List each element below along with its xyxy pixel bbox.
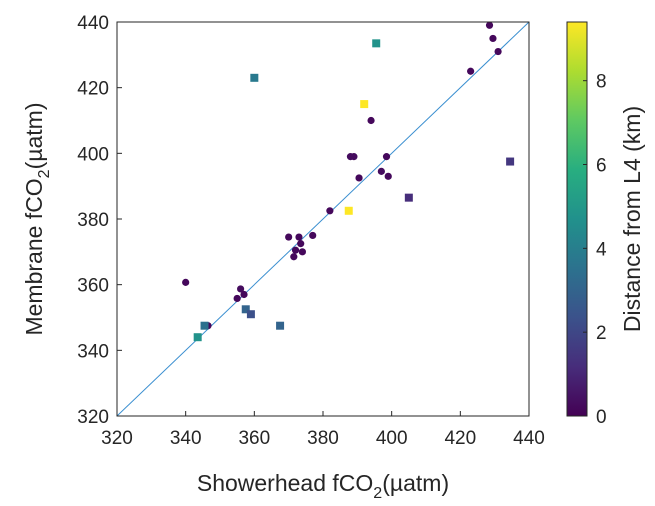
data-point-square: [200, 321, 209, 330]
y-tick-label: 420: [77, 79, 109, 100]
colorbar-tick-label: 2: [596, 323, 607, 344]
data-point-square: [360, 100, 369, 109]
data-point-square: [193, 333, 202, 342]
data-point-circle: [377, 167, 385, 175]
y-axis-label: Membrane fCO2(µatm): [21, 102, 53, 335]
colorbar-tick-label: 8: [596, 72, 607, 93]
data-point-square: [246, 310, 255, 319]
data-points: [182, 21, 515, 342]
data-point-circle: [494, 47, 502, 56]
colorbar: [566, 21, 588, 417]
y-tick-label: 380: [77, 210, 109, 231]
y-tick-label: 400: [77, 144, 109, 165]
x-tick-label: 420: [444, 428, 476, 449]
x-axis: 320 340 360 380 400 420 440: [101, 411, 545, 449]
y-tick-label: 340: [77, 341, 109, 362]
data-point-square: [250, 73, 259, 82]
y-tick-label: 360: [77, 276, 109, 297]
x-tick-label: 440: [513, 428, 545, 449]
colorbar-ticks: 0 2 4 6 8: [583, 72, 607, 428]
data-point-square: [344, 206, 353, 215]
x-tick-label: 400: [376, 428, 408, 449]
colorbar-tick-label: 6: [596, 156, 607, 177]
data-point-circle: [290, 253, 298, 261]
x-tick-label: 320: [101, 428, 133, 449]
y-tick-label: 320: [77, 407, 109, 428]
x-tick-label: 360: [238, 428, 270, 449]
data-point-circle: [355, 174, 363, 182]
data-point-circle: [367, 116, 375, 125]
data-point-circle: [326, 207, 334, 215]
data-point-square: [372, 39, 381, 48]
one-to-one-line: [116, 21, 530, 417]
data-point-circle: [382, 153, 391, 161]
data-point-circle: [485, 21, 494, 29]
x-tick-label: 340: [170, 428, 202, 449]
data-point-circle: [489, 34, 497, 43]
data-point-circle: [233, 294, 241, 303]
colorbar-label: Distance from L4 (km): [619, 106, 645, 332]
x-tick-label: 380: [307, 428, 339, 449]
data-point-square: [276, 321, 285, 330]
data-point-square: [404, 193, 413, 202]
data-point-square: [241, 305, 250, 314]
colorbar-tick-label: 0: [596, 407, 607, 428]
data-point-square: [506, 157, 515, 166]
data-point-circle: [467, 67, 475, 75]
data-point-circle: [350, 153, 358, 161]
data-point-circle: [295, 233, 303, 241]
y-axis: 320 340 360 380 400 420 440: [77, 13, 122, 428]
data-point-circle: [298, 248, 306, 256]
data-point-circle: [291, 246, 300, 254]
data-point-circle: [182, 278, 190, 286]
data-point-circle: [237, 285, 245, 293]
x-axis-label: Showerhead fCO2(µatm): [197, 470, 449, 502]
y-tick-label: 440: [77, 13, 109, 34]
data-point-circle: [309, 231, 317, 240]
data-point-circle: [285, 233, 293, 241]
data-point-circle: [240, 290, 248, 299]
data-point-circle: [384, 172, 392, 180]
data-point-circle: [297, 240, 305, 248]
colorbar-tick-label: 4: [596, 239, 607, 260]
